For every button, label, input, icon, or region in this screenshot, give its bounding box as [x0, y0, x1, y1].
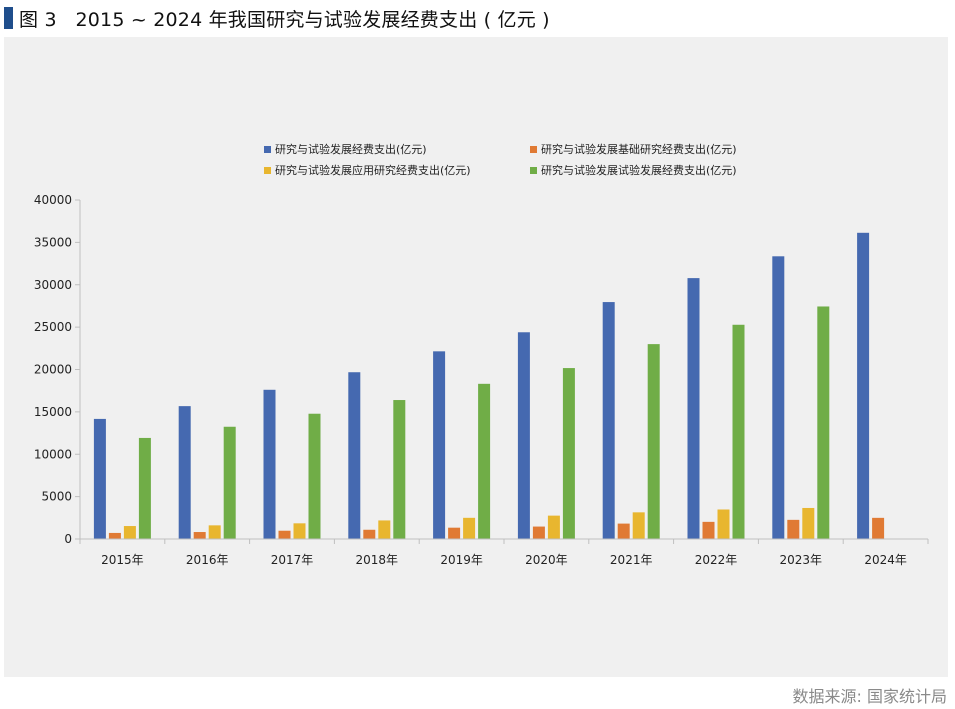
bar: [433, 351, 446, 539]
y-tick-label: 10000: [34, 447, 72, 461]
y-axis: 0 5000 10000 15000 20000 25000 30000 35000 40000: [34, 193, 81, 546]
bar: [393, 400, 406, 539]
legend-label: 研究与试验发展经费支出(亿元): [275, 142, 427, 156]
bar: [647, 344, 660, 539]
legend-label: 研究与试验发展应用研究经费支出(亿元): [275, 163, 471, 177]
bar: [802, 507, 815, 539]
bar: [817, 306, 830, 539]
legend-swatch: [264, 167, 271, 174]
figure-marker: [4, 7, 13, 29]
bar: [193, 532, 206, 539]
y-tick-label: 25000: [34, 320, 72, 334]
legend-swatch: [530, 146, 537, 153]
y-tick-label: 30000: [34, 278, 72, 292]
bar: [547, 515, 560, 539]
figure-title-text: 2015 ~ 2024 年我国研究与试验发展经费支出 ( 亿元 ): [75, 8, 550, 31]
bar: [787, 519, 800, 539]
x-tick-label: 2023年: [780, 553, 823, 567]
legend-item: 研究与试验发展经费支出(亿元): [264, 142, 427, 156]
bar: [263, 389, 276, 539]
chart-panel: 研究与试验发展经费支出(亿元) 研究与试验发展基础研究经费支出(亿元) 研究与试验发…: [4, 37, 948, 677]
y-tick-label: 20000: [34, 363, 72, 377]
bar: [278, 530, 291, 539]
bar: [857, 232, 870, 539]
bar: [293, 523, 306, 539]
bar: [517, 332, 530, 539]
y-tick-label: 5000: [41, 490, 72, 504]
bar: [93, 418, 106, 539]
bar: [772, 256, 785, 539]
bar: [378, 520, 391, 539]
x-tick-label: 2016年: [186, 553, 229, 567]
bar: [348, 372, 361, 539]
legend-label: 研究与试验发展基础研究经费支出(亿元): [541, 142, 737, 156]
bar: [178, 406, 191, 539]
bar-chart: 研究与试验发展经费支出(亿元) 研究与试验发展基础研究经费支出(亿元) 研究与试验发…: [34, 142, 929, 567]
bar: [223, 426, 236, 539]
x-tick-label: 2018年: [356, 553, 399, 567]
y-tick-label: 35000: [34, 235, 72, 249]
bar: [702, 521, 715, 539]
bar: [448, 527, 461, 539]
figure-header: 图 3 2015 ~ 2024 年我国研究与试验发展经费支出 ( 亿元 ): [4, 4, 550, 32]
bar: [208, 525, 221, 539]
series-4: [138, 306, 830, 539]
bar: [617, 523, 630, 539]
y-tick-label: 15000: [34, 405, 72, 419]
bars: [93, 232, 885, 539]
legend-item: 研究与试验发展基础研究经费支出(亿元): [530, 142, 737, 156]
x-tick-label: 2020年: [525, 553, 568, 567]
series-1: [93, 232, 870, 539]
legend-item: 研究与试验发展试验发展经费支出(亿元): [530, 163, 737, 177]
bar: [732, 324, 745, 539]
series-2: [108, 517, 885, 539]
legend-swatch: [264, 146, 271, 153]
legend-item: 研究与试验发展应用研究经费支出(亿元): [264, 163, 471, 177]
bar: [602, 302, 615, 539]
bar: [108, 532, 121, 539]
bar: [632, 512, 645, 539]
source-note: 数据来源: 国家统计局: [792, 687, 947, 706]
chart-legend: 研究与试验发展经费支出(亿元) 研究与试验发展基础研究经费支出(亿元) 研究与试验发…: [264, 142, 737, 177]
bar: [478, 383, 491, 539]
bar: [363, 529, 376, 539]
x-tick-label: 2017年: [271, 553, 314, 567]
bar: [123, 526, 136, 539]
bar: [463, 517, 476, 539]
bar: [532, 526, 545, 539]
x-tick-label: 2024年: [864, 553, 907, 567]
x-tick-label: 2021年: [610, 553, 653, 567]
series-3: [123, 507, 815, 539]
bar: [717, 509, 730, 539]
figure-title: 图 3 2015 ~ 2024 年我国研究与试验发展经费支出 ( 亿元 ): [19, 5, 550, 32]
legend-swatch: [530, 167, 537, 174]
y-tick-label: 0: [64, 532, 72, 546]
bar: [562, 368, 575, 539]
x-axis: 2015年 2016年 2017年 2018年 2019年 2020年 2021年 2022年…: [79, 538, 929, 567]
bar: [308, 413, 321, 539]
figure-label: 图 3: [19, 8, 57, 31]
y-tick-label: 40000: [34, 193, 72, 207]
legend-label: 研究与试验发展试验发展经费支出(亿元): [541, 163, 737, 177]
x-tick-label: 2019年: [440, 553, 483, 567]
bar: [872, 517, 885, 539]
x-tick-label: 2022年: [695, 553, 738, 567]
x-tick-label: 2015年: [101, 553, 144, 567]
bar: [687, 278, 700, 539]
bar: [138, 437, 151, 539]
